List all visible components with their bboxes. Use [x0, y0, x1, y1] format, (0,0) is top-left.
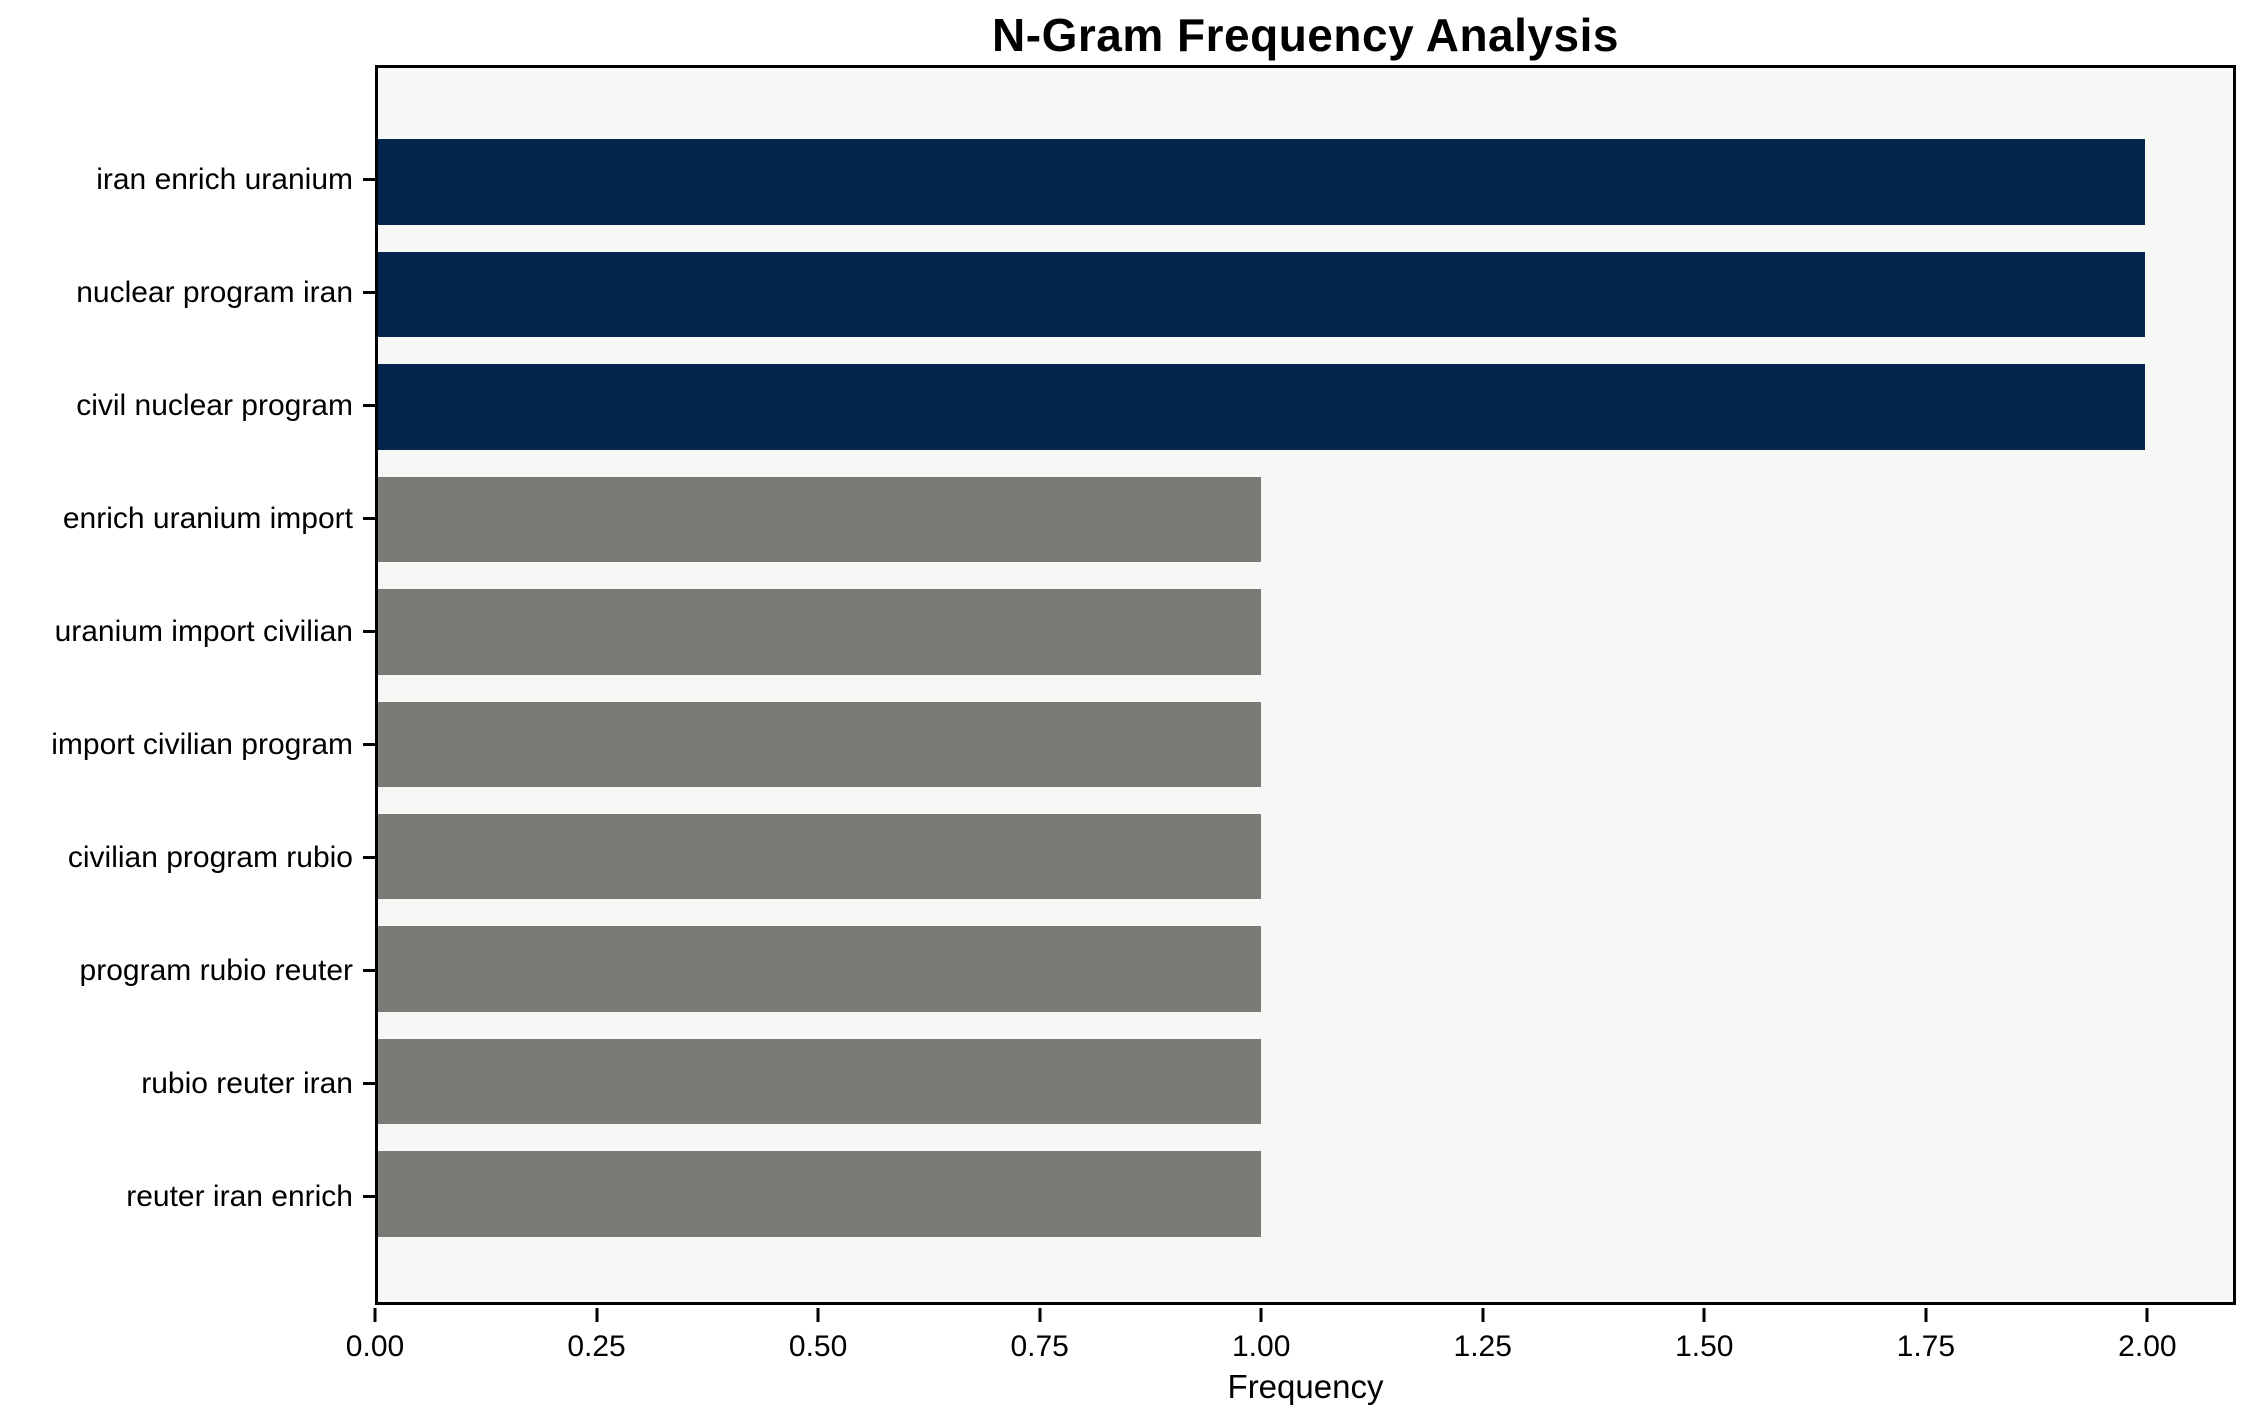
- y-tick-label: import civilian program: [51, 727, 353, 761]
- y-tick-mark: [363, 178, 375, 181]
- x-tick-mark: [1702, 1308, 1706, 1322]
- x-tick-label: 0.75: [1010, 1330, 1069, 1363]
- y-label-row: program rubio reuter: [0, 914, 375, 1027]
- bar-row: [378, 576, 2233, 688]
- x-axis: 0.00 0.25 0.50 0.75 1.00 1.25 1.50 1.75 2.00: [346, 1308, 2236, 1378]
- y-tick-mark: [363, 1195, 375, 1198]
- bar-row: [378, 238, 2233, 350]
- chart-title: N-Gram Frequency Analysis: [992, 9, 1619, 61]
- bar-civil-nuclear-program: [378, 364, 2145, 450]
- bar-civilian-program-rubio: [378, 813, 1262, 900]
- y-label-row: iran enrich uranium: [0, 123, 375, 236]
- x-tick-mark: [1924, 1308, 1928, 1322]
- y-tick-label: iran enrich uranium: [96, 162, 353, 196]
- y-tick-label: enrich uranium import: [62, 501, 353, 535]
- x-tick-mark: [816, 1308, 820, 1322]
- y-tick-label: civilian program rubio: [67, 840, 353, 874]
- y-tick-mark: [363, 630, 375, 633]
- y-tick-label: nuclear program iran: [76, 275, 353, 309]
- y-tick-mark: [363, 517, 375, 520]
- x-axis-title: Frequency: [1227, 1368, 1384, 1405]
- y-tick-label: rubio reuter iran: [141, 1066, 353, 1100]
- x-tick-mark: [1038, 1308, 1042, 1322]
- bar-enrich-uranium-import: [378, 476, 1262, 563]
- x-tick-label: 1.00: [1231, 1330, 1291, 1363]
- y-tick-mark: [363, 969, 375, 972]
- bar-nuclear-program-iran: [378, 251, 2145, 338]
- bar-row: [378, 126, 2233, 238]
- y-label-row: uranium import civilian: [0, 575, 375, 688]
- bar-import-civilian-program: [378, 701, 1262, 787]
- y-tick-label: uranium import civilian: [54, 614, 353, 648]
- y-label-row: nuclear program iran: [0, 236, 375, 349]
- x-tick-label: 1.75: [1896, 1330, 1956, 1363]
- y-tick-mark: [363, 291, 375, 294]
- y-tick-label: civil nuclear program: [76, 388, 353, 422]
- x-tick-mark: [1481, 1308, 1485, 1322]
- bar-row: [378, 1025, 2233, 1137]
- bar-uranium-import-civilian: [378, 589, 1262, 675]
- x-tick-mark: [1259, 1308, 1263, 1322]
- y-tick-mark: [363, 856, 375, 859]
- x-tick-label: 1.50: [1675, 1330, 1734, 1363]
- plot-area: [375, 65, 2236, 1305]
- x-tick-label: 0.00: [345, 1330, 405, 1363]
- bar-row: [378, 463, 2233, 575]
- y-tick-mark: [363, 743, 375, 746]
- y-label-row: import civilian program: [0, 688, 375, 801]
- y-label-row: civil nuclear program: [0, 349, 375, 462]
- y-tick-label: reuter iran enrich: [126, 1179, 353, 1213]
- bar-rubio-reuter-iran: [378, 1038, 1262, 1125]
- bar-row: [378, 351, 2233, 463]
- bar-row: [378, 1138, 2233, 1250]
- bar-iran-enrich-uranium: [378, 139, 2145, 225]
- bar-row: [378, 913, 2233, 1025]
- y-label-row: enrich uranium import: [0, 462, 375, 575]
- x-tick-label: 0.25: [567, 1330, 626, 1363]
- bar-reuter-iran-enrich: [378, 1151, 1262, 1237]
- x-tick-mark: [373, 1308, 377, 1322]
- bar-program-rubio-reuter: [378, 926, 1262, 1012]
- x-tick-mark: [2145, 1308, 2149, 1322]
- bar-row: [378, 688, 2233, 800]
- x-tick-mark: [595, 1308, 599, 1322]
- x-tick-label: 1.25: [1453, 1330, 1512, 1363]
- y-tick-mark: [363, 1082, 375, 1085]
- y-label-row: rubio reuter iran: [0, 1027, 375, 1140]
- y-label-row: reuter iran enrich: [0, 1140, 375, 1253]
- bar-row: [378, 800, 2233, 912]
- x-tick-label: 0.50: [788, 1330, 848, 1363]
- y-tick-mark: [363, 404, 375, 407]
- y-tick-label: program rubio reuter: [79, 953, 353, 987]
- y-label-row: civilian program rubio: [0, 801, 375, 914]
- y-axis-labels: iran enrich uranium nuclear program iran c…: [0, 65, 375, 1305]
- x-tick-label: 2.00: [2118, 1330, 2177, 1363]
